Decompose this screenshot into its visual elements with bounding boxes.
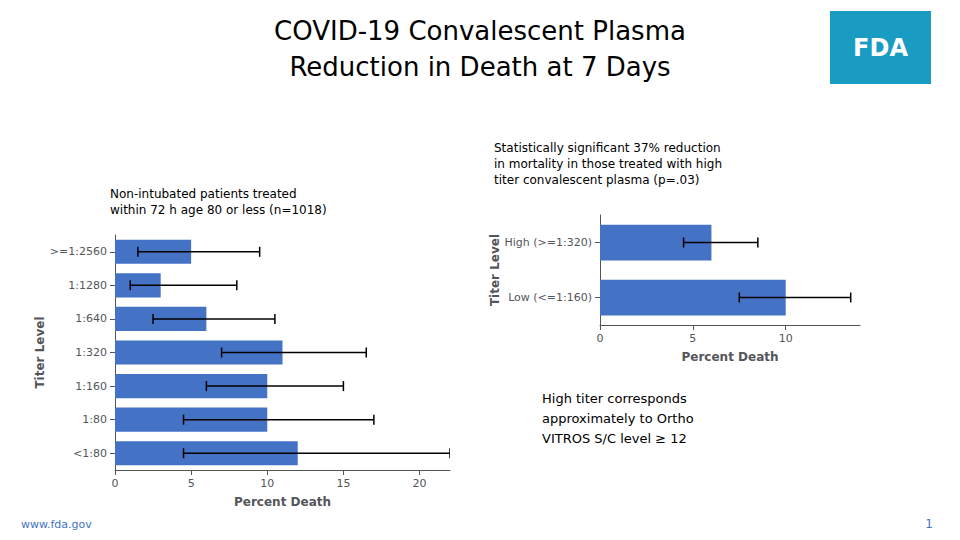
svg-text:Titer Level: Titer Level: [488, 234, 502, 306]
svg-text:Low (<=1:160): Low (<=1:160): [508, 291, 592, 304]
svg-text:in mortality in those treated: in mortality in those treated with high: [494, 157, 722, 171]
svg-text:Titer Level: Titer Level: [33, 316, 47, 388]
svg-text:1:1280: 1:1280: [68, 279, 107, 292]
svg-text:High (>=1:320): High (>=1:320): [505, 236, 593, 249]
svg-text:1:640: 1:640: [75, 312, 107, 325]
svg-text:0: 0: [597, 332, 604, 345]
svg-text:within 72 h age 80 or less (n=: within 72 h age 80 or less (n=1018): [110, 203, 327, 217]
svg-text:5: 5: [188, 477, 195, 490]
svg-text:1:80: 1:80: [82, 413, 107, 426]
svg-text:1: 1: [925, 517, 933, 531]
svg-text:Reduction in Death at 7 Days: Reduction in Death at 7 Days: [289, 52, 670, 82]
svg-text:10: 10: [260, 477, 274, 490]
svg-text:FDA: FDA: [853, 34, 908, 62]
svg-text:VITROS S/C level ≥ 12: VITROS S/C level ≥ 12: [542, 431, 687, 446]
svg-text:>=1:2560: >=1:2560: [50, 245, 107, 258]
svg-text:5: 5: [689, 332, 696, 345]
svg-text:10: 10: [779, 332, 793, 345]
svg-text:20: 20: [413, 477, 427, 490]
svg-text:0: 0: [112, 477, 119, 490]
svg-text:Percent Death: Percent Death: [234, 495, 331, 509]
svg-text:Statistically significant 37%: Statistically significant 37% reduction: [494, 141, 721, 155]
svg-text:1:320: 1:320: [75, 346, 107, 359]
svg-text:High titer corresponds: High titer corresponds: [542, 391, 687, 406]
svg-text:1:160: 1:160: [75, 380, 107, 393]
svg-text:15: 15: [336, 477, 350, 490]
svg-text:<1:80: <1:80: [73, 447, 107, 460]
svg-text:approximately to Ortho: approximately to Ortho: [542, 411, 694, 426]
svg-text:Non-intubated patients treated: Non-intubated patients treated: [110, 187, 297, 201]
svg-text:Percent Death: Percent Death: [681, 350, 778, 364]
svg-text:COVID-19 Convalescent Plasma: COVID-19 Convalescent Plasma: [274, 16, 686, 46]
svg-text:www.fda.gov: www.fda.gov: [21, 518, 92, 531]
svg-text:titer convalescent plasma (p=.: titer convalescent plasma (p=.03): [494, 173, 699, 187]
